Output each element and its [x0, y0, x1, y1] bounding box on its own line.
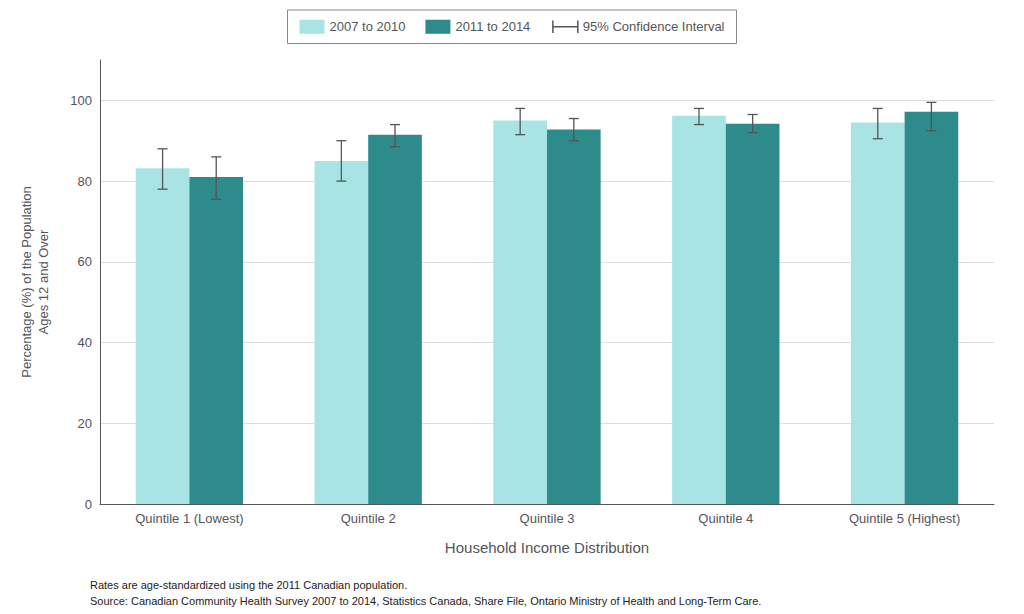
svg-text:Rates are age-standardized usi: Rates are age-standardized using the 201…: [90, 579, 407, 591]
svg-text:95% Confidence Interval: 95% Confidence Interval: [583, 19, 725, 34]
svg-text:Source: Canadian Community Hea: Source: Canadian Community Health Survey…: [90, 595, 761, 607]
svg-text:Percentage (%) of the Populati: Percentage (%) of the Population: [19, 186, 34, 378]
svg-text:Quintile 3: Quintile 3: [520, 511, 575, 526]
svg-text:Quintile 2: Quintile 2: [341, 511, 396, 526]
svg-text:40: 40: [78, 335, 92, 350]
svg-text:2011 to 2014: 2011 to 2014: [455, 19, 530, 34]
svg-text:80: 80: [78, 174, 92, 189]
svg-text:Quintile 1 (Lowest): Quintile 1 (Lowest): [135, 511, 243, 526]
svg-text:Quintile 5 (Highest): Quintile 5 (Highest): [849, 511, 960, 526]
svg-text:100: 100: [70, 93, 92, 108]
svg-text:20: 20: [78, 416, 92, 431]
svg-text:0: 0: [85, 497, 92, 512]
svg-text:Household Income Distribution: Household Income Distribution: [445, 539, 649, 556]
svg-text:2007 to 2010: 2007 to 2010: [330, 19, 406, 34]
svg-text:Ages 12 and Over: Ages 12 and Over: [36, 229, 51, 334]
svg-text:60: 60: [78, 254, 92, 269]
svg-text:Quintile 4: Quintile 4: [698, 511, 753, 526]
